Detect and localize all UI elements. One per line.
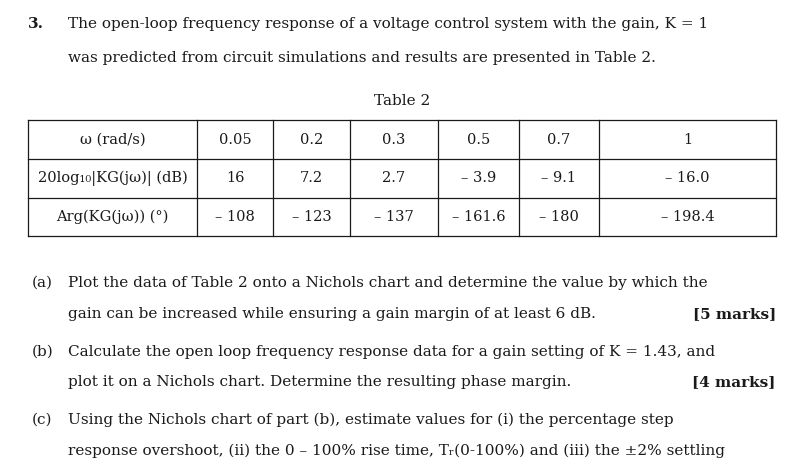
Text: Arg(KG(jω)) (°): Arg(KG(jω)) (°) <box>56 210 169 224</box>
Text: – 161.6: – 161.6 <box>451 210 504 224</box>
Text: – 108: – 108 <box>215 210 255 224</box>
Text: – 3.9: – 3.9 <box>460 171 495 185</box>
Text: – 180: – 180 <box>538 210 578 224</box>
Text: [4 marks]: [4 marks] <box>691 375 775 389</box>
Text: gain can be increased while ensuring a gain margin of at least 6 dB.: gain can be increased while ensuring a g… <box>68 307 596 321</box>
Text: plot it on a Nichols chart. Determine the resulting phase margin.: plot it on a Nichols chart. Determine th… <box>68 375 571 389</box>
Text: 2.7: 2.7 <box>382 171 405 185</box>
Text: Plot the data of Table 2 onto a Nichols chart and determine the value by which t: Plot the data of Table 2 onto a Nichols … <box>68 276 707 290</box>
Text: Table 2: Table 2 <box>373 94 430 109</box>
Text: response overshoot, (ii) the 0 – 100% rise time, Tᵣ(0-100%) and (iii) the ±2% se: response overshoot, (ii) the 0 – 100% ri… <box>68 444 724 458</box>
Text: – 198.4: – 198.4 <box>660 210 713 224</box>
Text: 0.5: 0.5 <box>467 133 489 147</box>
Text: – 137: – 137 <box>373 210 414 224</box>
Text: (a): (a) <box>32 276 53 290</box>
Text: – 123: – 123 <box>291 210 331 224</box>
Text: [5 marks]: [5 marks] <box>691 307 775 321</box>
Text: 3.: 3. <box>28 17 44 31</box>
Text: 20log₁₀|KG(jω)| (dB): 20log₁₀|KG(jω)| (dB) <box>38 171 187 186</box>
Text: 0.7: 0.7 <box>547 133 569 147</box>
Text: 7.2: 7.2 <box>300 171 323 185</box>
Text: ω (rad/s): ω (rad/s) <box>79 133 145 147</box>
Text: The open-loop frequency response of a voltage control system with the gain, K = : The open-loop frequency response of a vo… <box>68 17 707 31</box>
Text: Using the Nichols chart of part (b), estimate values for (i) the percentage step: Using the Nichols chart of part (b), est… <box>68 413 673 427</box>
Text: (c): (c) <box>32 413 52 427</box>
Text: 0.05: 0.05 <box>218 133 251 147</box>
Text: 1: 1 <box>682 133 691 147</box>
Text: 0.3: 0.3 <box>381 133 406 147</box>
Text: (b): (b) <box>32 345 54 359</box>
Text: 16: 16 <box>226 171 244 185</box>
Text: 0.2: 0.2 <box>300 133 323 147</box>
Text: was predicted from circuit simulations and results are presented in Table 2.: was predicted from circuit simulations a… <box>68 51 655 65</box>
Text: – 16.0: – 16.0 <box>664 171 709 185</box>
Text: Calculate the open loop frequency response data for a gain setting of K = 1.43, : Calculate the open loop frequency respon… <box>68 345 715 359</box>
Text: – 9.1: – 9.1 <box>540 171 576 185</box>
